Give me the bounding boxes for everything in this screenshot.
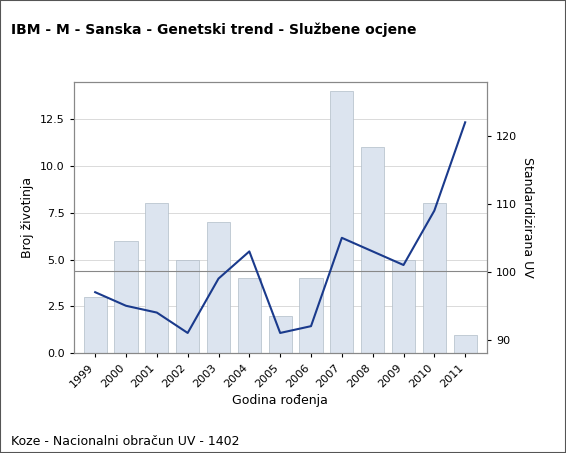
Text: IBM - M - Sanska - Genetski trend - Službene ocjene: IBM - M - Sanska - Genetski trend - Služ… (11, 23, 417, 37)
Bar (145, 203, 169, 353)
Bar (453, 335, 477, 353)
Bar (84, 297, 107, 353)
Bar (392, 260, 415, 353)
Y-axis label: Broj životinja: Broj životinja (22, 177, 35, 258)
Text: Koze - Nacionalni obračun UV - 1402: Koze - Nacionalni obračun UV - 1402 (11, 435, 240, 448)
Bar (423, 203, 446, 353)
Y-axis label: Standardizirana UV: Standardizirana UV (521, 157, 534, 278)
Bar (361, 147, 384, 353)
Bar (114, 241, 138, 353)
Bar (207, 222, 230, 353)
Bar (176, 260, 199, 353)
Text: Godina rođenja: Godina rođenja (232, 394, 328, 407)
Bar (299, 278, 323, 353)
Bar (331, 91, 353, 353)
Bar (238, 278, 261, 353)
Bar (269, 316, 291, 353)
